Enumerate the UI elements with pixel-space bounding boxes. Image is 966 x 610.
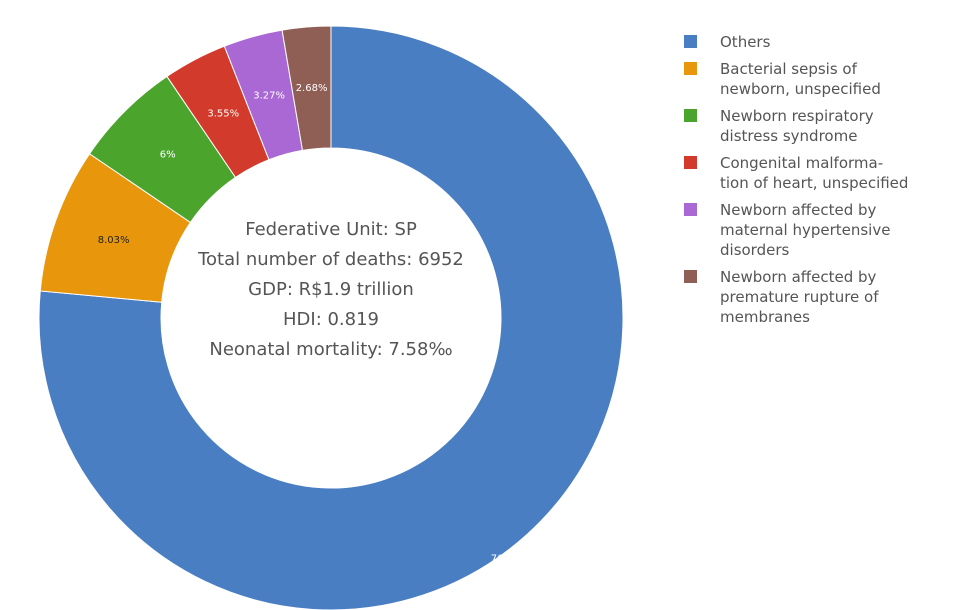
center-info-line-1: Federative Unit: SP [245,219,417,240]
legend-label-respiratory-distress: Newborn respiratory distress syndrome [720,107,874,145]
legend-swatch-maternal-hypertensive [684,203,697,216]
legend-swatch-respiratory-distress [684,109,697,122]
legend-label-maternal-hypertensive: Newborn affected by maternal hypertensiv… [720,201,891,259]
center-info-line-3: GDP: R$1.9 trillion [248,279,414,300]
legend-swatch-congenital-heart [684,156,697,169]
legend-swatch-others [684,35,697,48]
legend-item-congenital-heart: Congenital malforma- tion of heart, unsp… [680,153,960,193]
legend-label-bacterial-sepsis: Bacterial sepsis of newborn, unspecified [720,60,881,98]
center-info-line-2: Total number of deaths: 6952 [197,249,464,270]
slice-value-label-newborn-respiratory-distress-syndrome: 6% [160,150,176,161]
slice-value-label-newborn-affected-by-maternal-hypertensive-disorders: 3.27% [253,90,285,101]
slice-value-label-congenital-malformation-of-heart-unspecified: 3.55% [207,109,239,120]
legend-item-respiratory-distress: Newborn respiratory distress syndrome [680,106,960,146]
legend-swatch-bacterial-sepsis [684,62,697,75]
legend-label-congenital-heart: Congenital malforma- tion of heart, unsp… [720,154,909,192]
donut-chart: 76.5% 8.03% 6% 3.55% 3.27% 2.68% Federative Un… [38,25,624,610]
slice-value-label-others: 76.5% [491,554,523,565]
legend-item-premature-rupture: Newborn affected by premature rupture of… [680,267,960,327]
legend-item-bacterial-sepsis: Bacterial sepsis of newborn, unspecified [680,59,960,99]
center-info-line-5: Neonatal mortality: 7.58‰ [209,339,452,360]
slice-value-label-bacterial-sepsis-of-newborn-unspecified: 8.03% [98,235,130,246]
legend-label-premature-rupture: Newborn affected by premature rupture of… [720,268,879,326]
legend-item-others: Others [680,32,960,52]
legend-item-maternal-hypertensive: Newborn affected by maternal hypertensiv… [680,200,960,260]
slice-others [38,25,624,610]
legend-swatch-premature-rupture [684,270,697,283]
legend-label-others: Others [720,33,771,51]
slice-value-label-newborn-affected-by-premature-rupture-of-membranes: 2.68% [296,83,328,94]
center-info-line-4: HDI: 0.819 [283,309,379,330]
chart-legend: Others Bacterial sepsis of newborn, unsp… [680,32,960,334]
slice-newborn-affected-by-premature-rupture-of-membranes [281,25,332,151]
